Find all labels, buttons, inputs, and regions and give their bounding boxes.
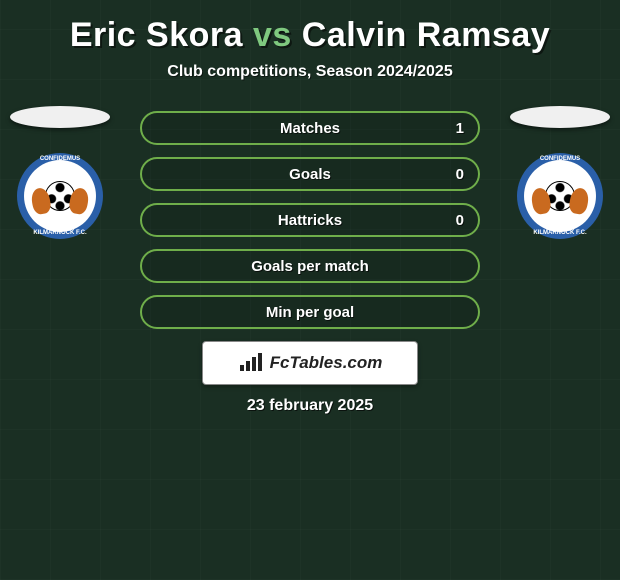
title-player1: Eric Skora	[70, 16, 243, 54]
stat-value-right: 1	[456, 120, 464, 137]
brand-badge: FcTables.com	[202, 341, 418, 385]
title-player2: Calvin Ramsay	[302, 16, 550, 54]
player1-column: CONFIDEMUS KILMARNOCK F.C.	[10, 106, 110, 239]
comparison-content: CONFIDEMUS KILMARNOCK F.C. CONFIDEMUS KI…	[0, 111, 620, 415]
stat-row-goals: Goals 0	[140, 157, 480, 191]
stats-list: Matches 1 Goals 0 Hattricks 0 Goals per …	[140, 111, 480, 329]
crest-text-bottom: KILMARNOCK F.C.	[17, 230, 103, 236]
stat-value-right: 0	[456, 212, 464, 229]
subtitle: Club competitions, Season 2024/2025	[0, 63, 620, 81]
player1-portrait-placeholder	[10, 106, 110, 128]
player2-club-crest: CONFIDEMUS KILMARNOCK F.C.	[517, 153, 603, 239]
stat-label: Goals	[142, 166, 478, 183]
stat-row-matches: Matches 1	[140, 111, 480, 145]
title-vs: vs	[253, 16, 292, 54]
player2-column: CONFIDEMUS KILMARNOCK F.C.	[510, 106, 610, 239]
crest-text-bottom: KILMARNOCK F.C.	[517, 230, 603, 236]
player2-portrait-placeholder	[510, 106, 610, 128]
page-title: Eric Skora vs Calvin Ramsay	[0, 0, 620, 63]
stat-label: Min per goal	[142, 304, 478, 321]
stat-label: Matches	[142, 120, 478, 137]
stat-row-goals-per-match: Goals per match	[140, 249, 480, 283]
brand-text: FcTables.com	[270, 353, 383, 373]
bar-chart-icon	[238, 353, 264, 373]
stat-value-right: 0	[456, 166, 464, 183]
stat-label: Goals per match	[142, 258, 478, 275]
player1-club-crest: CONFIDEMUS KILMARNOCK F.C.	[17, 153, 103, 239]
date-label: 23 february 2025	[0, 397, 620, 415]
stat-label: Hattricks	[142, 212, 478, 229]
stat-row-min-per-goal: Min per goal	[140, 295, 480, 329]
stat-row-hattricks: Hattricks 0	[140, 203, 480, 237]
